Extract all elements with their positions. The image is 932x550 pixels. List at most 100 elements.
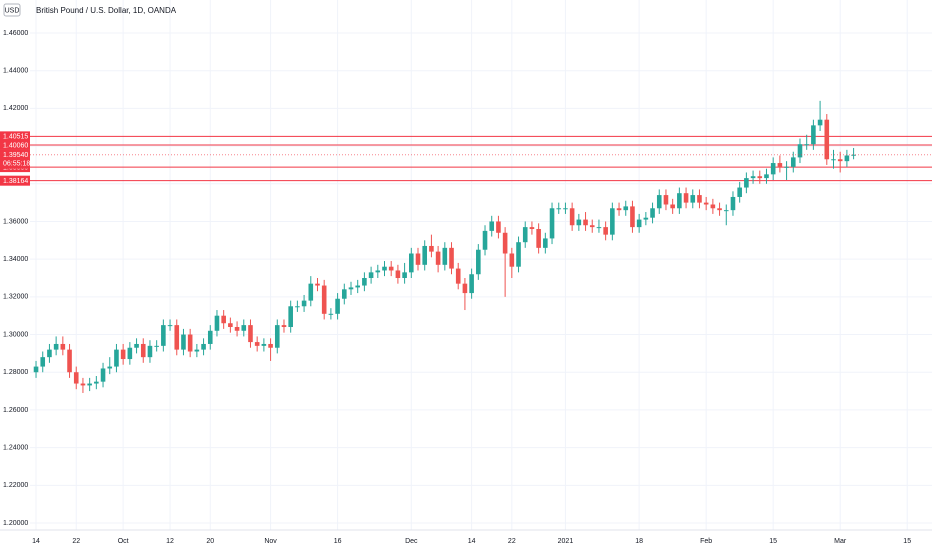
candle-body (476, 249, 481, 275)
candle-body (623, 206, 629, 211)
candle-body (844, 155, 850, 162)
candle-body (549, 208, 555, 239)
x-tick-label: Dec (405, 538, 418, 545)
candle-body (362, 278, 367, 286)
candle-body (435, 251, 441, 265)
candle-body (341, 289, 347, 299)
candle-body (154, 345, 159, 347)
candle-body (737, 187, 742, 197)
candle-body (764, 174, 769, 179)
candle-body (610, 208, 615, 235)
x-tick-label: Oct (118, 538, 129, 545)
candle-body (683, 193, 689, 203)
y-tick-label: 1.42000 (3, 105, 28, 112)
level-label-box (0, 139, 30, 150)
x-tick-label: Nov (264, 538, 277, 545)
candle-body (482, 230, 488, 250)
x-tick-label: 14 (468, 538, 476, 545)
y-tick-label: 1.26000 (3, 407, 28, 414)
candle-body (811, 125, 816, 145)
candle-body (770, 163, 776, 175)
x-tick-label: 12 (166, 538, 174, 545)
candle-body (630, 206, 635, 228)
candle-body (717, 208, 722, 211)
candle-body (60, 343, 66, 350)
candle-body (543, 238, 548, 248)
level-label-box (0, 131, 30, 142)
x-tick-label: 14 (32, 538, 40, 545)
x-tick-label: 18 (635, 538, 643, 545)
candle-body (576, 219, 582, 226)
candle-body (368, 272, 374, 279)
candle-body (107, 366, 113, 369)
candle-body (87, 383, 92, 386)
candle-body (442, 247, 448, 265)
candle-body (804, 144, 809, 146)
y-tick-label: 1.20000 (3, 520, 28, 527)
candle-body (94, 381, 99, 384)
candle-body (831, 159, 836, 161)
candle-body (690, 195, 696, 203)
level-label: 1.40515 (3, 134, 28, 141)
y-tick-label: 1.32000 (3, 294, 28, 301)
candle-body (248, 325, 253, 343)
x-tick-label: 15 (769, 538, 777, 545)
x-tick-label: 15 (903, 538, 911, 545)
candle-body (221, 315, 226, 324)
candle-body (422, 245, 428, 265)
candle-body (288, 306, 293, 328)
candle-body (697, 195, 702, 203)
candle-body (777, 163, 783, 167)
candle-body (33, 366, 39, 373)
candle-body (656, 195, 662, 209)
candle-body (710, 204, 716, 209)
candle-body (308, 283, 314, 301)
candle-body (429, 245, 434, 252)
candle-body (47, 349, 52, 358)
candle-body (583, 219, 588, 226)
candle-body (502, 232, 508, 254)
candle-body (335, 298, 340, 314)
candle-body (147, 345, 153, 358)
candle-body (797, 144, 803, 158)
candle-body (395, 270, 401, 279)
y-tick-label: 1.22000 (3, 482, 28, 489)
chart-title: British Pound / U.S. Dollar, 1D, OANDA (36, 6, 177, 15)
candle-body (228, 323, 233, 328)
current-price-box (0, 149, 30, 169)
candle-body (315, 283, 320, 286)
candle-body (516, 242, 521, 267)
candle-body (703, 202, 709, 205)
candle-body (790, 157, 796, 167)
candle-body (375, 270, 381, 273)
candle-body (636, 219, 642, 228)
currency[interactable]: USD (5, 7, 20, 14)
candle-body (301, 300, 307, 307)
candle-body (462, 283, 468, 294)
candle-body (114, 349, 119, 367)
candle-body (402, 272, 407, 279)
candle-body (382, 266, 387, 271)
candle-body (851, 154, 856, 156)
candle-body (388, 266, 394, 271)
y-tick-label: 1.30000 (3, 331, 28, 338)
candle-body (67, 349, 72, 373)
candle-body (254, 342, 260, 346)
candle-body (455, 268, 461, 284)
candle-body (784, 166, 789, 168)
candle-body (744, 178, 749, 188)
candle-body (80, 383, 86, 386)
currency-box[interactable] (3, 3, 21, 17)
candle-body (187, 334, 193, 352)
candle-body (73, 372, 79, 384)
candle-body (469, 274, 474, 294)
candle-body (167, 325, 173, 327)
x-tick-label: 22 (508, 538, 516, 545)
candle-body (730, 196, 736, 211)
candle-body (214, 315, 220, 331)
x-tick-label: 22 (72, 538, 80, 545)
candle-body (522, 227, 528, 243)
candle-body (295, 306, 300, 308)
y-tick-label: 1.28000 (3, 369, 28, 376)
